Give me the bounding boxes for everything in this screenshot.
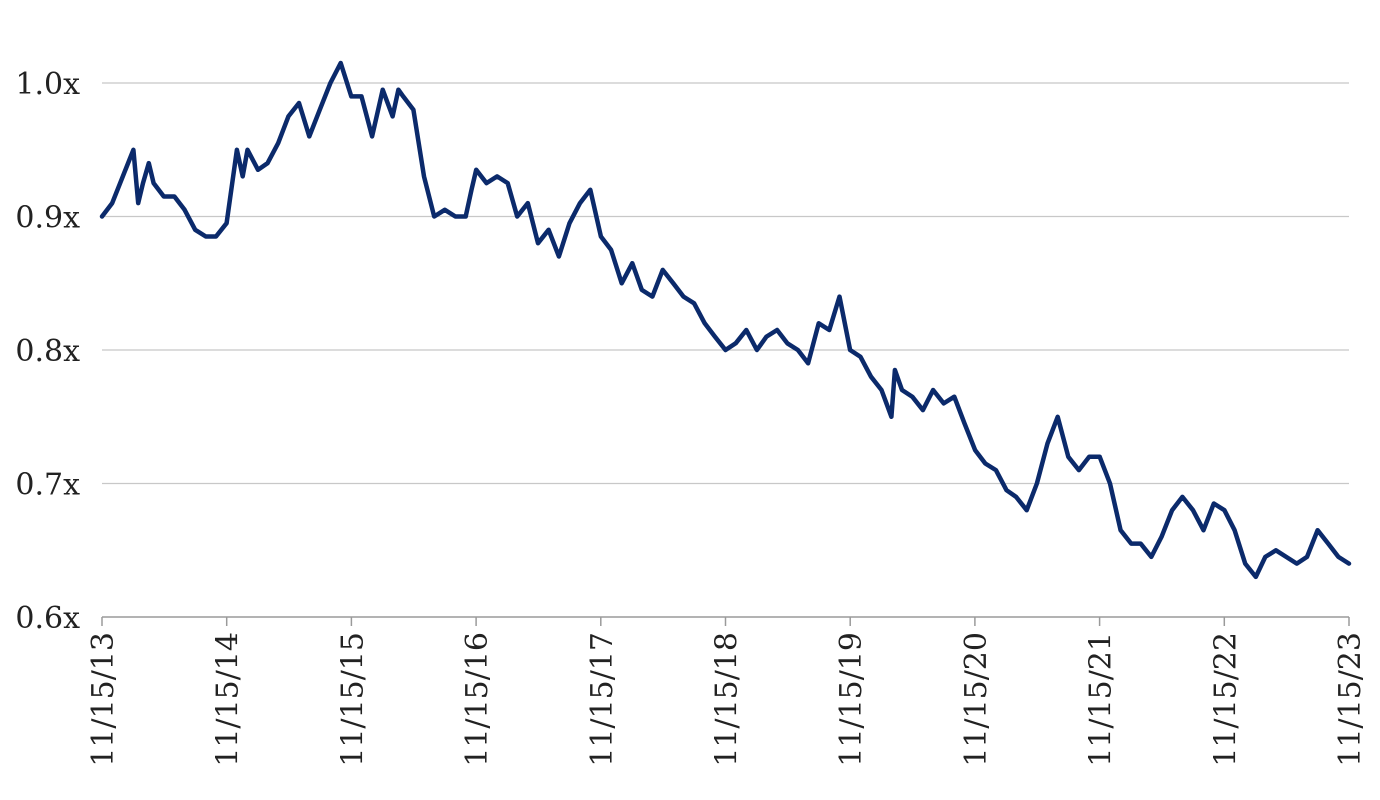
x-tick-label: 11/15/15 — [335, 632, 370, 767]
y-tick-label: 1.0x — [15, 67, 80, 102]
x-axis-tick-labels: 11/15/13 11/15/14 11/15/15 11/15/16 11/15/17… — [86, 632, 1368, 767]
y-tick-label: 0.7x — [15, 468, 80, 503]
x-tick-label: 11/15/16 — [460, 632, 495, 767]
y-axis-tick-labels: 0.6x 0.7x 0.8x 0.9x 1.0x — [15, 67, 80, 636]
gridlines — [102, 82, 1349, 485]
x-axis — [101, 616, 1350, 626]
x-tick-label: 11/15/14 — [211, 632, 246, 767]
x-tick-label: 11/15/20 — [959, 632, 994, 767]
x-tick-label: 11/15/19 — [834, 632, 869, 767]
y-tick-label: 0.8x — [15, 334, 80, 369]
series-layer — [99, 60, 1352, 580]
y-tick-label: 0.6x — [15, 601, 80, 636]
x-tick-label: 11/15/17 — [585, 632, 620, 767]
x-tick-label: 11/15/13 — [86, 632, 121, 767]
series-line — [99, 60, 1352, 580]
x-tick-label: 11/15/22 — [1208, 632, 1243, 767]
y-tick-label: 0.9x — [15, 201, 80, 236]
x-tick-label: 11/15/21 — [1084, 632, 1119, 767]
x-tick-label: 11/15/23 — [1333, 632, 1368, 767]
x-tick-label: 11/15/18 — [710, 632, 745, 767]
